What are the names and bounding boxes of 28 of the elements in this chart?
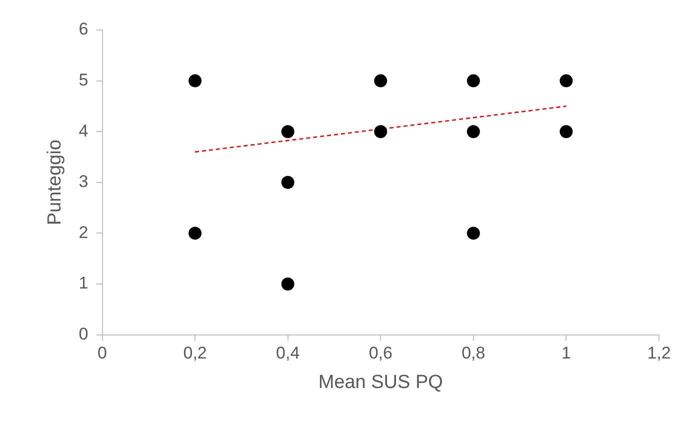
point xyxy=(560,125,573,138)
point xyxy=(466,125,480,138)
point xyxy=(188,74,202,88)
x-tick-label: 0,6 xyxy=(368,344,392,363)
y-tick-label: 1 xyxy=(78,274,88,293)
y-tick-label: 2 xyxy=(78,222,88,242)
y-tick-label: 3 xyxy=(78,172,88,192)
x-tick-label: 0,8 xyxy=(462,344,486,363)
x-tick-label: 0 xyxy=(98,344,107,363)
x-tick-label: 1 xyxy=(561,344,571,363)
point xyxy=(281,176,294,189)
point xyxy=(188,226,202,240)
point xyxy=(281,125,294,138)
point xyxy=(281,278,294,290)
y-axis-title: Punteggio xyxy=(44,140,66,226)
x-tick-label: 1,2 xyxy=(647,344,671,363)
point xyxy=(466,226,480,240)
point xyxy=(560,74,573,88)
point xyxy=(374,125,388,138)
y-tick-label: 4 xyxy=(78,121,88,140)
point xyxy=(466,74,480,88)
y-tick-label: 0 xyxy=(78,324,88,344)
x-tick-label: 0,2 xyxy=(183,344,207,363)
y-tick-label: 5 xyxy=(78,70,88,90)
point xyxy=(374,74,388,88)
x-tick-label: 0,4 xyxy=(276,344,300,363)
y-tick-label: 6 xyxy=(78,20,88,39)
x-axis-title: Mean SUS PQ xyxy=(318,372,443,393)
